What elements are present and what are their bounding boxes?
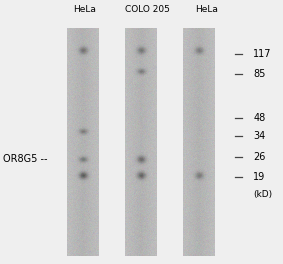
- Text: (kD): (kD): [253, 190, 273, 199]
- Text: 34: 34: [253, 131, 265, 141]
- Text: 117: 117: [253, 49, 272, 59]
- Text: COLO 205: COLO 205: [125, 5, 170, 14]
- Text: HeLa: HeLa: [195, 5, 218, 14]
- Text: OR8G5 --: OR8G5 --: [3, 154, 47, 164]
- Text: 48: 48: [253, 113, 265, 123]
- Text: HeLa: HeLa: [74, 5, 96, 14]
- Text: 85: 85: [253, 69, 266, 79]
- Text: 26: 26: [253, 152, 266, 162]
- Text: 19: 19: [253, 172, 265, 182]
